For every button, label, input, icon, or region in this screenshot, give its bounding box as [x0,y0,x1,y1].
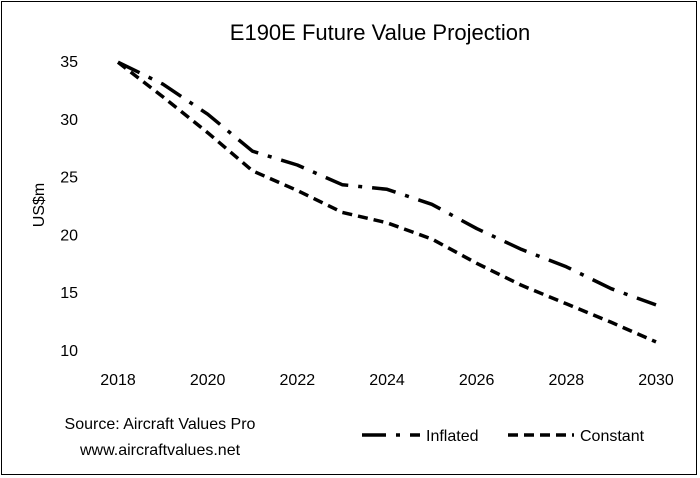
y-tick-label: 10 [60,343,78,360]
x-tick-label: 2018 [100,372,136,389]
series-line-inflated [117,60,657,307]
x-tick-label: 2026 [459,372,495,389]
x-tick-labels: 2018 2020 2022 2024 2026 2028 2030 [100,372,674,389]
source-line-1: Source: Aircraft Values Pro [65,416,256,433]
y-tick-labels: 10 15 20 25 30 35 [60,54,78,360]
y-tick-label: 25 [60,170,78,187]
x-tick-label: 2022 [280,372,316,389]
y-tick-label: 20 [60,227,78,244]
legend: Inflated Constant [362,428,645,445]
x-tick-label: 2020 [190,372,226,389]
series-line-constant [116,60,657,344]
series-lines [116,60,657,344]
x-tick-label: 2030 [638,372,674,389]
legend-label-constant: Constant [580,428,645,445]
y-tick-label: 15 [60,285,78,302]
x-tick-label: 2028 [549,372,585,389]
x-tick-label: 2024 [369,372,405,389]
chart-title: E190E Future Value Projection [230,20,530,45]
y-tick-label: 30 [60,112,78,129]
y-tick-label: 35 [60,54,78,71]
source-line-2: www.aircraftvalues.net [79,442,241,459]
y-axis-label: US$m [31,183,48,227]
legend-label-inflated: Inflated [426,428,478,445]
